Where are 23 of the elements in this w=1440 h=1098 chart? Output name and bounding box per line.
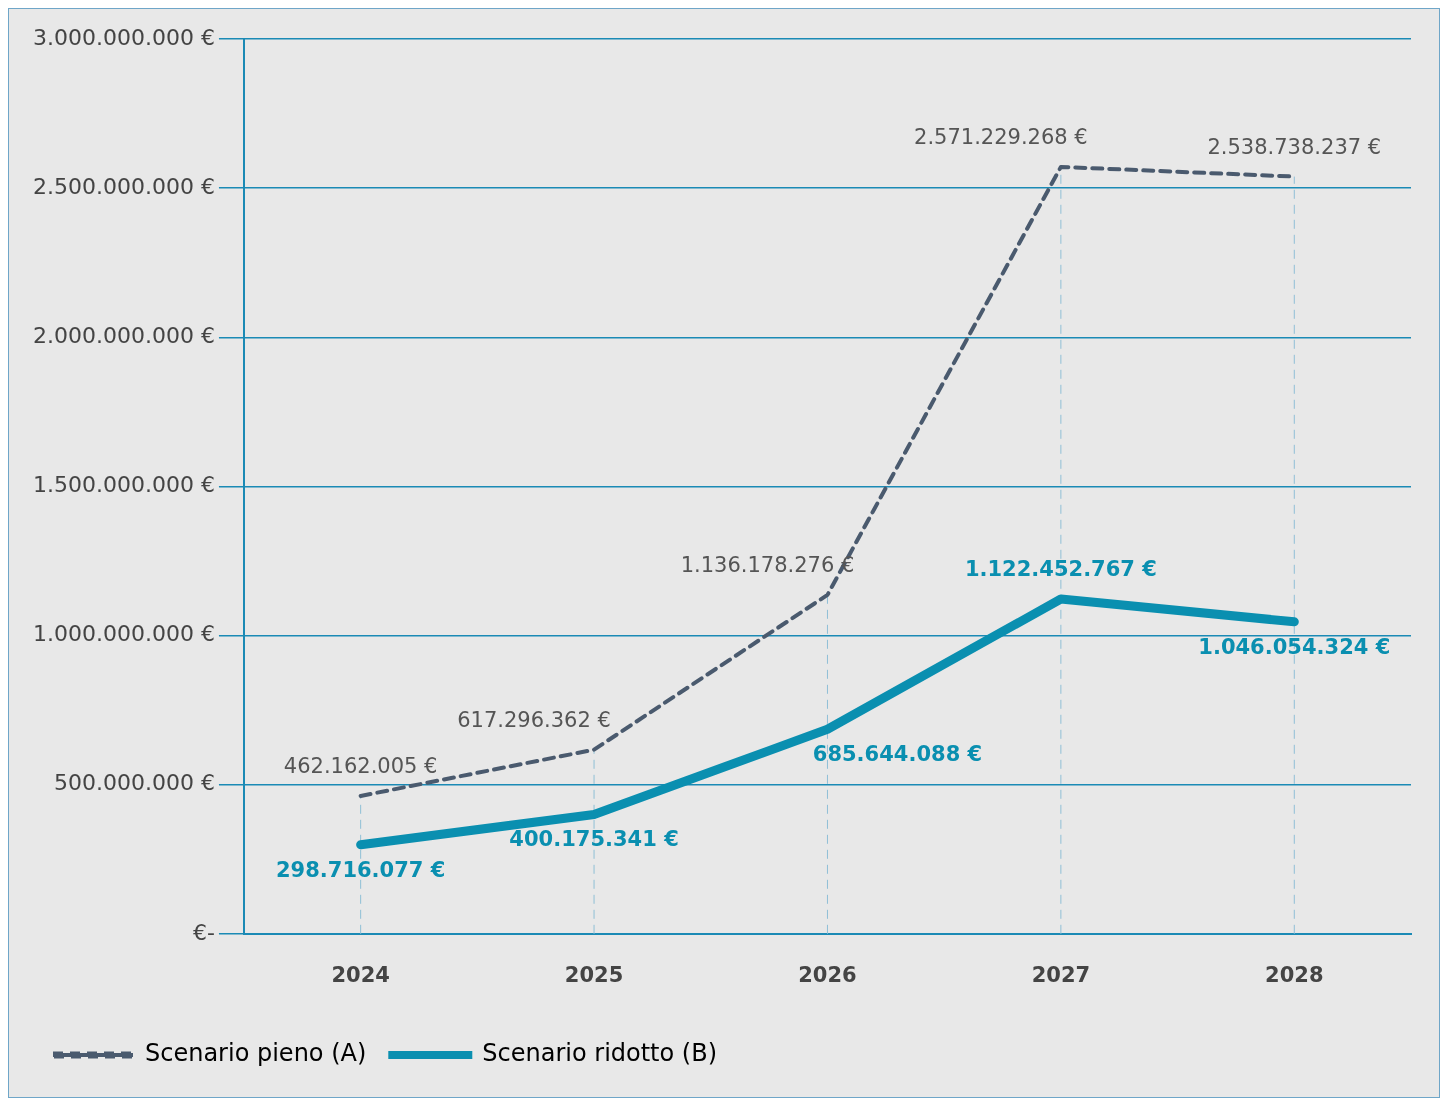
data-label: 685.644.088 € xyxy=(812,742,983,767)
x-tick-label: 2026 xyxy=(798,962,857,987)
y-tick-label: 2.000.000.000 € xyxy=(32,322,215,348)
y-tick-label: €- xyxy=(193,919,215,945)
legend-label: Scenario ridotto (B) xyxy=(482,1039,718,1068)
y-tick-label: 3.000.000.000 € xyxy=(32,24,215,50)
data-label: 1.046.054.324 € xyxy=(1198,634,1391,659)
y-tick-label: 2.500.000.000 € xyxy=(32,173,215,199)
data-label: 2.571.229.268 € xyxy=(914,124,1088,149)
x-tick-label: 2025 xyxy=(564,962,624,987)
data-label: 462.162.005 € xyxy=(283,753,438,778)
data-label: 1.122.452.767 € xyxy=(964,556,1157,581)
legend-label: Scenario pieno (A) xyxy=(145,1039,367,1068)
data-label: 400.175.341 € xyxy=(509,827,679,852)
x-tick-label: 2024 xyxy=(331,962,390,987)
y-tick-label: 500.000.000 € xyxy=(53,770,215,796)
x-tick-label: 2027 xyxy=(1031,962,1091,987)
y-tick-label: 1.500.000.000 € xyxy=(32,472,215,498)
x-tick-label: 2028 xyxy=(1265,962,1324,987)
y-tick-label: 1.000.000.000 € xyxy=(32,621,215,647)
data-label: 617.296.362 € xyxy=(457,707,611,732)
data-label: 2.538.738.237 € xyxy=(1207,134,1382,159)
data-label: 298.716.077 € xyxy=(275,857,446,882)
